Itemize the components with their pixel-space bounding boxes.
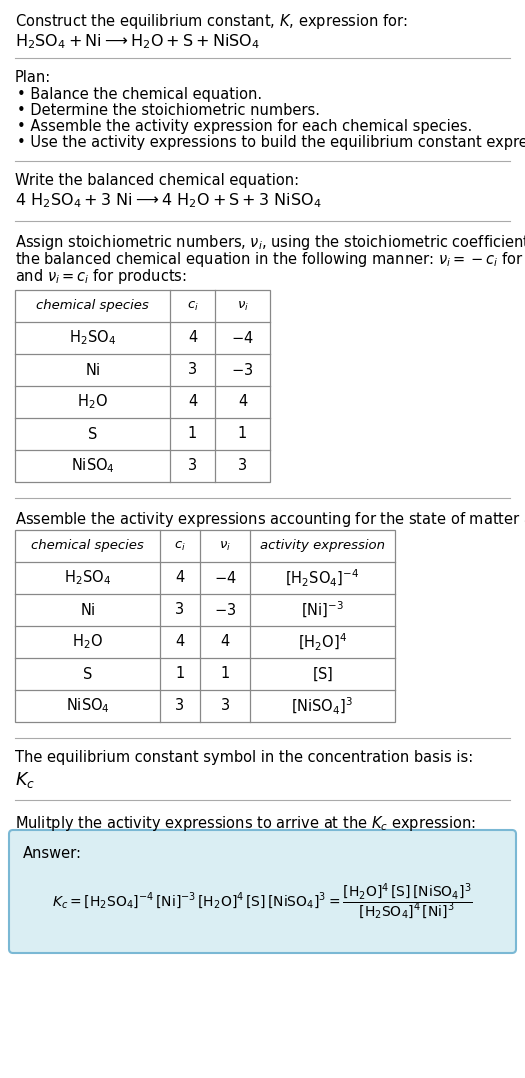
Bar (15, 290, 270, 482)
Text: 1: 1 (238, 427, 247, 442)
Text: $\mathrm{H_2O}$: $\mathrm{H_2O}$ (72, 633, 103, 651)
Text: $\mathrm{NiSO_4}$: $\mathrm{NiSO_4}$ (70, 457, 114, 475)
Text: activity expression: activity expression (260, 539, 385, 553)
Text: $\mathrm{S}$: $\mathrm{S}$ (87, 426, 98, 442)
Text: 4: 4 (220, 635, 229, 650)
Text: $[\mathrm{NiSO_4}]^{3}$: $[\mathrm{NiSO_4}]^{3}$ (291, 695, 353, 717)
Text: 4: 4 (188, 395, 197, 410)
Text: $\nu_i$: $\nu_i$ (237, 300, 248, 313)
Text: $-4$: $-4$ (231, 330, 254, 346)
Text: The equilibrium constant symbol in the concentration basis is:: The equilibrium constant symbol in the c… (15, 750, 473, 765)
Text: $[\mathrm{S}]$: $[\mathrm{S}]$ (312, 665, 333, 682)
Text: 3: 3 (175, 699, 185, 714)
Text: Construct the equilibrium constant, $K$, expression for:: Construct the equilibrium constant, $K$,… (15, 12, 407, 31)
Text: $\mathrm{NiSO_4}$: $\mathrm{NiSO_4}$ (66, 696, 109, 716)
Text: $-3$: $-3$ (232, 362, 254, 378)
Text: Assign stoichiometric numbers, $\nu_i$, using the stoichiometric coefficients, $: Assign stoichiometric numbers, $\nu_i$, … (15, 233, 525, 252)
Text: $\mathrm{Ni}$: $\mathrm{Ni}$ (85, 362, 100, 378)
Text: Plan:: Plan: (15, 70, 51, 85)
Text: the balanced chemical equation in the following manner: $\nu_i = -c_i$ for react: the balanced chemical equation in the fo… (15, 250, 525, 270)
Text: • Assemble the activity expression for each chemical species.: • Assemble the activity expression for e… (17, 119, 472, 134)
Text: Write the balanced chemical equation:: Write the balanced chemical equation: (15, 172, 299, 188)
Text: chemical species: chemical species (36, 300, 149, 313)
Text: 4: 4 (188, 331, 197, 346)
Text: Assemble the activity expressions accounting for the state of matter and $\nu_i$: Assemble the activity expressions accoun… (15, 510, 525, 529)
Text: $\mathrm{H_2SO_4}$: $\mathrm{H_2SO_4}$ (64, 569, 111, 588)
Text: $[\mathrm{H_2O}]^{4}$: $[\mathrm{H_2O}]^{4}$ (298, 632, 347, 652)
Text: Mulitply the activity expressions to arrive at the $K_c$ expression:: Mulitply the activity expressions to arr… (15, 814, 476, 833)
Text: 4: 4 (175, 570, 185, 585)
Text: 1: 1 (175, 666, 185, 681)
Text: Answer:: Answer: (23, 846, 82, 861)
Text: $\mathrm{S}$: $\mathrm{S}$ (82, 666, 93, 682)
Text: 3: 3 (188, 362, 197, 377)
Text: 1: 1 (220, 666, 229, 681)
Text: $[\mathrm{Ni}]^{-3}$: $[\mathrm{Ni}]^{-3}$ (301, 600, 344, 620)
Text: $c_i$: $c_i$ (174, 539, 186, 553)
Text: $\mathrm{H_2SO_4 + Ni \longrightarrow H_2O + S + NiSO_4}$: $\mathrm{H_2SO_4 + Ni \longrightarrow H_… (15, 32, 260, 51)
Text: $c_i$: $c_i$ (186, 300, 198, 313)
Text: 4: 4 (238, 395, 247, 410)
FancyBboxPatch shape (9, 830, 516, 953)
Text: $-4$: $-4$ (214, 570, 236, 586)
Text: $\mathrm{Ni}$: $\mathrm{Ni}$ (80, 602, 96, 618)
Text: $\mathrm{H_2SO_4}$: $\mathrm{H_2SO_4}$ (69, 329, 116, 347)
Text: $\nu_i$: $\nu_i$ (219, 539, 231, 553)
Text: $K_c$: $K_c$ (15, 770, 35, 790)
Text: $[\mathrm{H_2SO_4}]^{-4}$: $[\mathrm{H_2SO_4}]^{-4}$ (286, 567, 360, 589)
Text: 3: 3 (238, 458, 247, 473)
Text: $K_c = [\mathrm{H_2SO_4}]^{-4}\,[\mathrm{Ni}]^{-3}\,[\mathrm{H_2O}]^{4}\,[\mathr: $K_c = [\mathrm{H_2SO_4}]^{-4}\,[\mathrm… (52, 882, 473, 922)
Text: and $\nu_i = c_i$ for products:: and $\nu_i = c_i$ for products: (15, 267, 187, 286)
Text: $-3$: $-3$ (214, 602, 236, 618)
Text: 3: 3 (188, 458, 197, 473)
Text: • Use the activity expressions to build the equilibrium constant expression.: • Use the activity expressions to build … (17, 135, 525, 150)
Text: • Determine the stoichiometric numbers.: • Determine the stoichiometric numbers. (17, 103, 320, 118)
Text: 3: 3 (220, 699, 229, 714)
Text: $\mathrm{4\ H_2SO_4 + 3\ Ni \longrightarrow 4\ H_2O + S + 3\ NiSO_4}$: $\mathrm{4\ H_2SO_4 + 3\ Ni \longrightar… (15, 191, 321, 210)
Text: chemical species: chemical species (31, 539, 144, 553)
Text: $\mathrm{H_2O}$: $\mathrm{H_2O}$ (77, 392, 108, 412)
Text: 4: 4 (175, 635, 185, 650)
Bar (15, 530, 395, 722)
Text: • Balance the chemical equation.: • Balance the chemical equation. (17, 87, 262, 102)
Text: 1: 1 (188, 427, 197, 442)
Text: 3: 3 (175, 603, 185, 618)
